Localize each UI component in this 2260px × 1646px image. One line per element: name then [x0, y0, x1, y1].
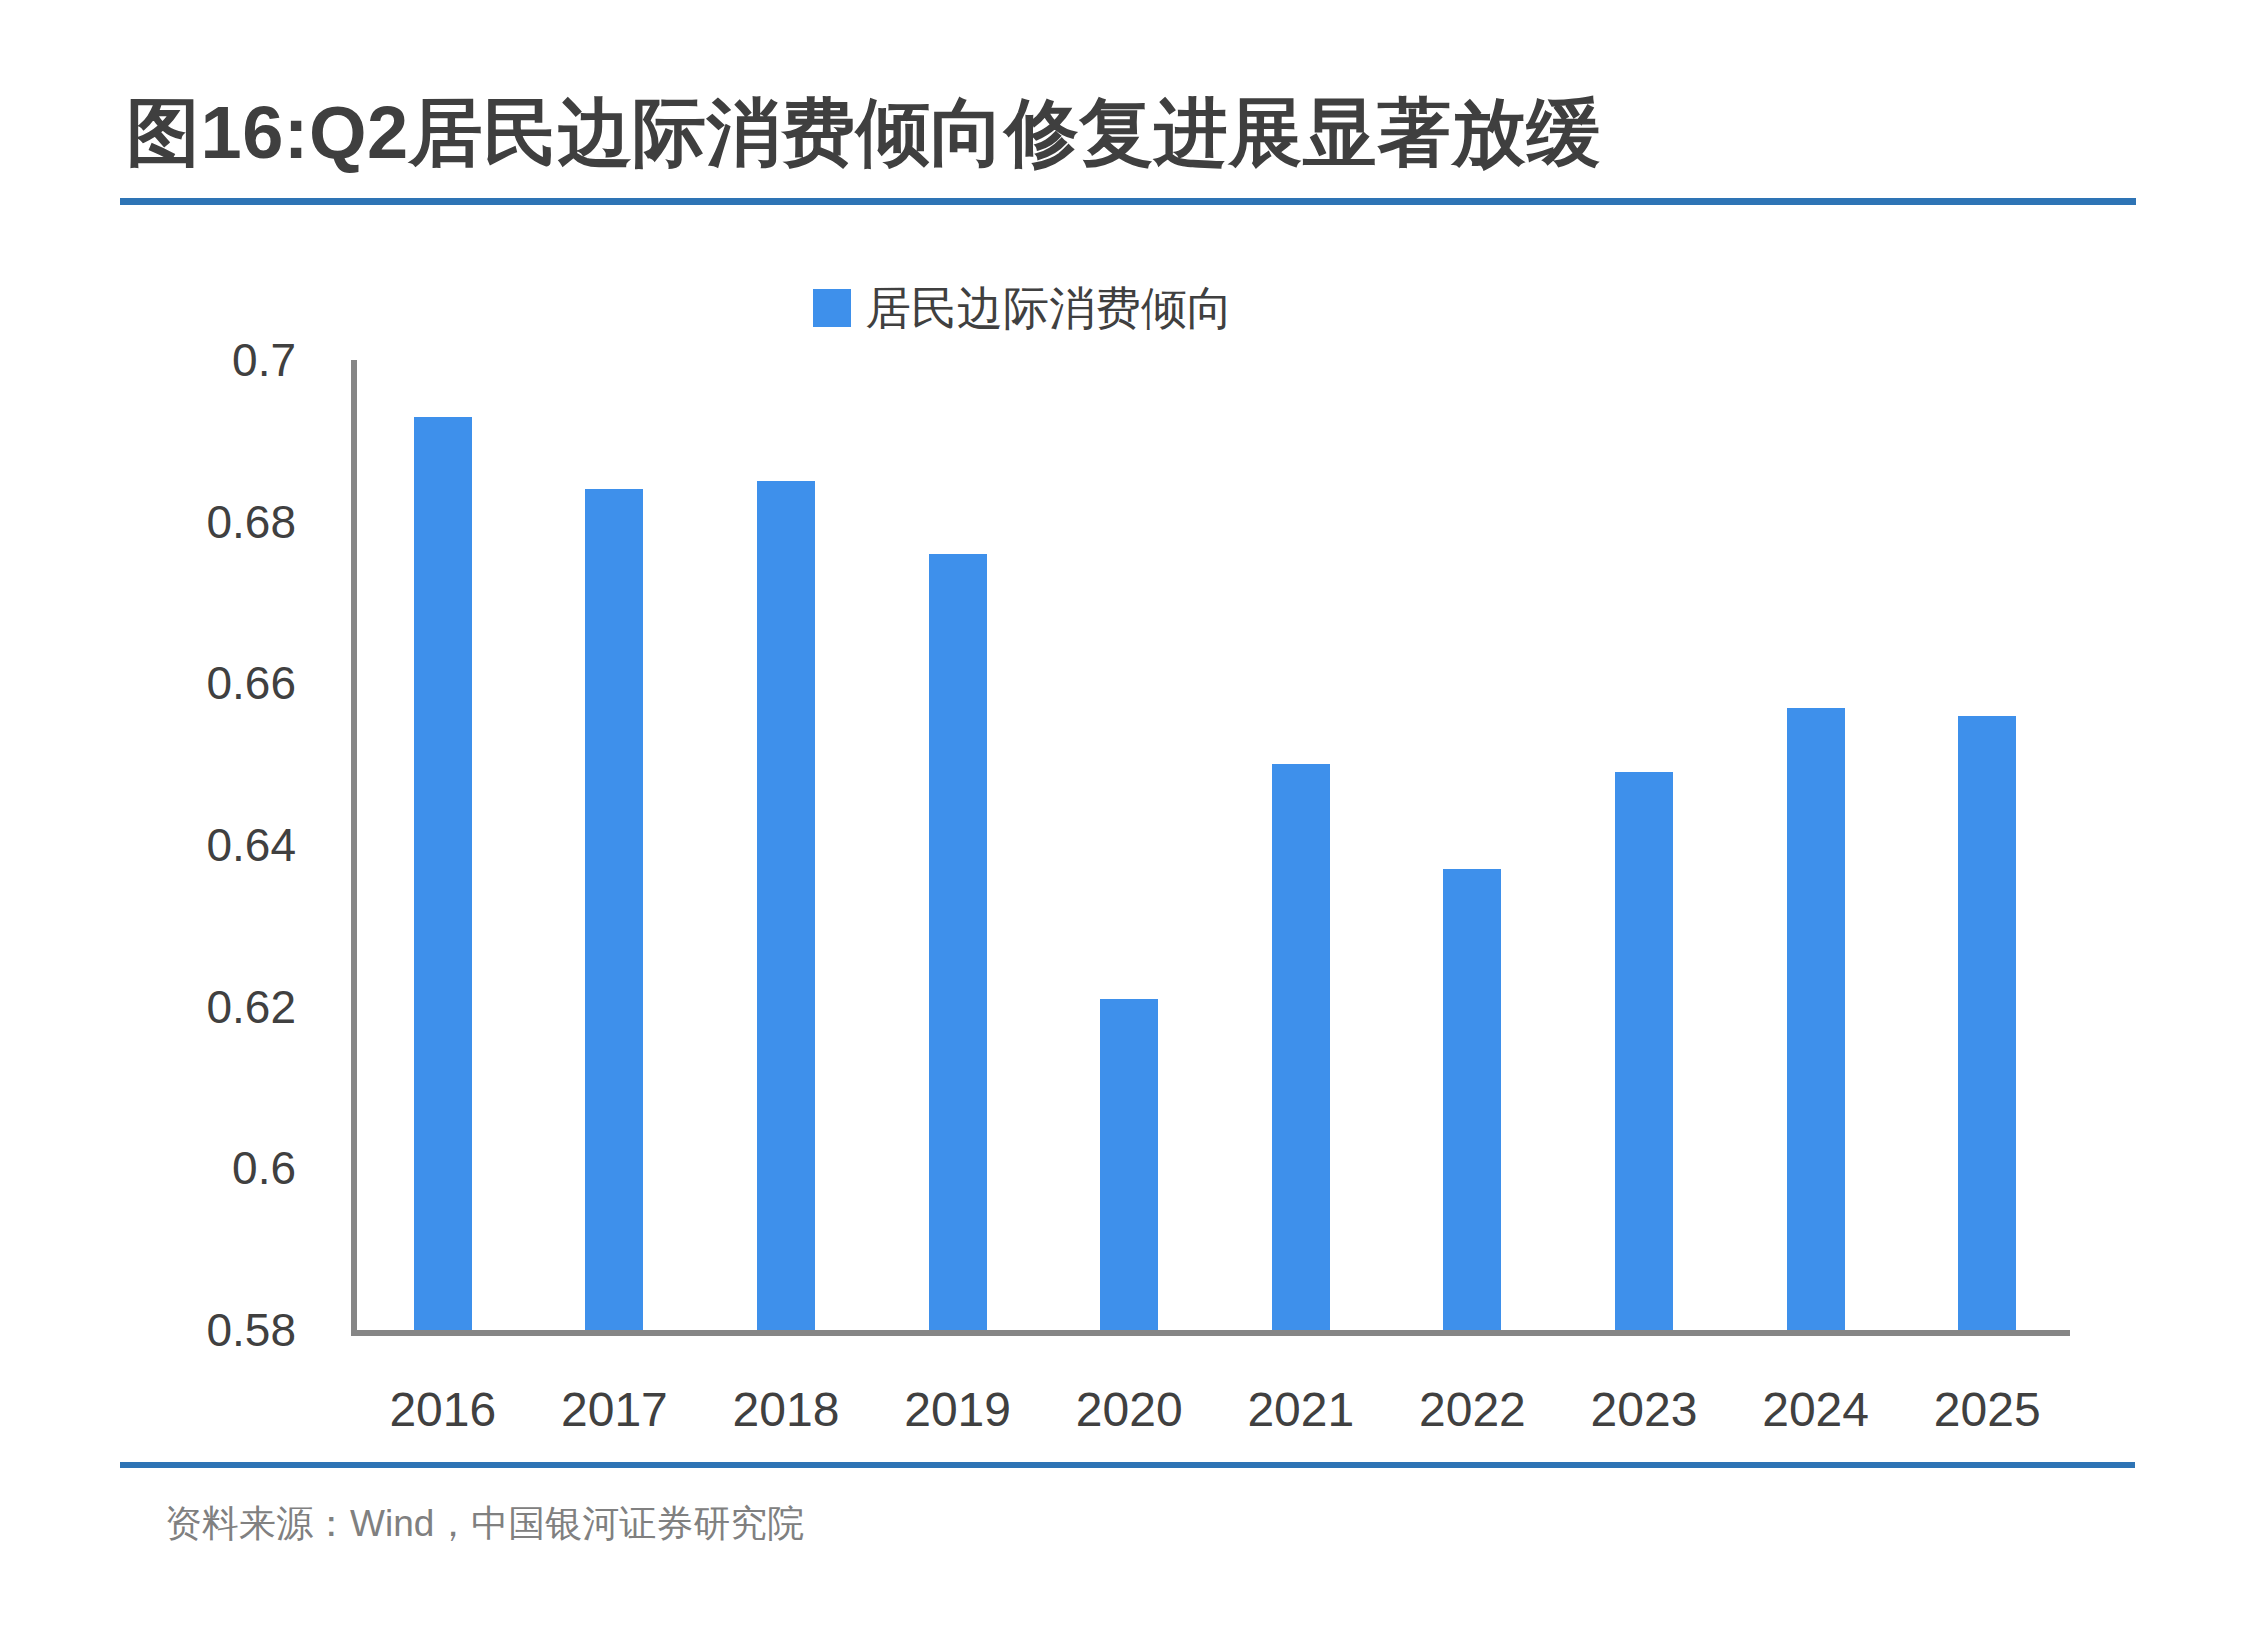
bar-2025: [1958, 716, 2016, 1330]
bar-2023: [1615, 772, 1673, 1330]
footer-divider: [120, 1462, 2135, 1468]
bar-2019: [929, 554, 987, 1330]
y-axis-line: [351, 360, 357, 1336]
plot-area: 0.70.680.660.640.620.60.58 2016201720182…: [0, 0, 2260, 1646]
y-tick-label: 0.68: [76, 494, 296, 550]
x-tick-label-2025: 2025: [1901, 1382, 2073, 1438]
bar-2017: [585, 489, 643, 1330]
bar-2018: [757, 481, 815, 1330]
x-tick-label-2021: 2021: [1215, 1382, 1387, 1438]
x-tick-label-2023: 2023: [1558, 1382, 1730, 1438]
y-tick-label: 0.64: [76, 817, 296, 873]
bar-2022: [1443, 869, 1501, 1330]
x-tick-label-2022: 2022: [1387, 1382, 1559, 1438]
x-axis-line: [351, 1330, 2070, 1336]
figure-card: 图16:Q2居民边际消费倾向修复进展显著放缓 居民边际消费倾向 0.70.680…: [0, 0, 2260, 1646]
bar-2020: [1100, 999, 1158, 1330]
x-tick-label-2019: 2019: [872, 1382, 1044, 1438]
bar-2024: [1787, 708, 1845, 1330]
y-tick-label: 0.66: [76, 655, 296, 711]
y-tick-label: 0.6: [76, 1140, 296, 1196]
y-tick-label: 0.62: [76, 979, 296, 1035]
x-tick-label-2020: 2020: [1043, 1382, 1215, 1438]
y-tick-label: 0.58: [76, 1302, 296, 1358]
source-note: 资料来源：Wind，中国银河证券研究院: [165, 1502, 804, 1546]
bar-2016: [414, 417, 472, 1330]
x-tick-label-2016: 2016: [357, 1382, 529, 1438]
y-tick-label: 0.7: [76, 332, 296, 388]
x-tick-label-2018: 2018: [700, 1382, 872, 1438]
x-tick-label-2024: 2024: [1730, 1382, 1902, 1438]
x-tick-label-2017: 2017: [529, 1382, 701, 1438]
bar-2021: [1272, 764, 1330, 1330]
